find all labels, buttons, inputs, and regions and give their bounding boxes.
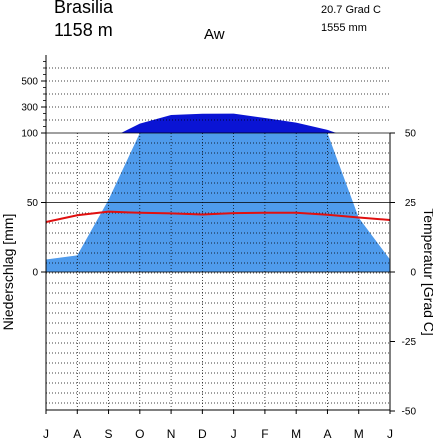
temp-tick-label: -50	[402, 407, 417, 418]
precip-tick-label: 50	[27, 198, 39, 209]
month-label: J	[43, 427, 49, 440]
temp-tick-label: 50	[405, 129, 417, 140]
month-label: M	[291, 427, 301, 440]
month-label: A	[73, 427, 81, 440]
right-axis-label: Temperatur [Grad C]	[421, 208, 433, 336]
month-label: O	[135, 427, 144, 440]
month-label: N	[167, 427, 176, 440]
annual-mean-temperature: 20.7 Grad C	[321, 4, 381, 16]
month-label: J	[387, 427, 393, 440]
month-label: M	[354, 427, 364, 440]
precip-tick-label: 500	[21, 77, 38, 88]
month-label: F	[261, 427, 268, 440]
temperature-line	[45, 210, 391, 223]
precip-tick-label: 0	[32, 268, 38, 279]
left-axis-label: Niederschlag [mm]	[0, 214, 16, 331]
temp-tick-label: 0	[410, 268, 416, 279]
climate-classification: Aw	[204, 26, 225, 43]
station-name: Brasilia	[54, 0, 114, 17]
month-label: J	[231, 427, 237, 440]
month-label: D	[198, 427, 207, 440]
precip-tick-label: 100	[21, 129, 38, 140]
month-label: S	[105, 427, 113, 440]
temp-tick-label: -25	[402, 337, 417, 348]
station-elevation: 1158 m	[54, 20, 113, 40]
annual-precipitation: 1555 mm	[321, 22, 367, 34]
month-label: A	[323, 427, 331, 440]
precipitation-humid-area	[121, 113, 337, 133]
precip-tick-label: 300	[21, 103, 38, 114]
temp-tick-label: 25	[405, 198, 417, 209]
